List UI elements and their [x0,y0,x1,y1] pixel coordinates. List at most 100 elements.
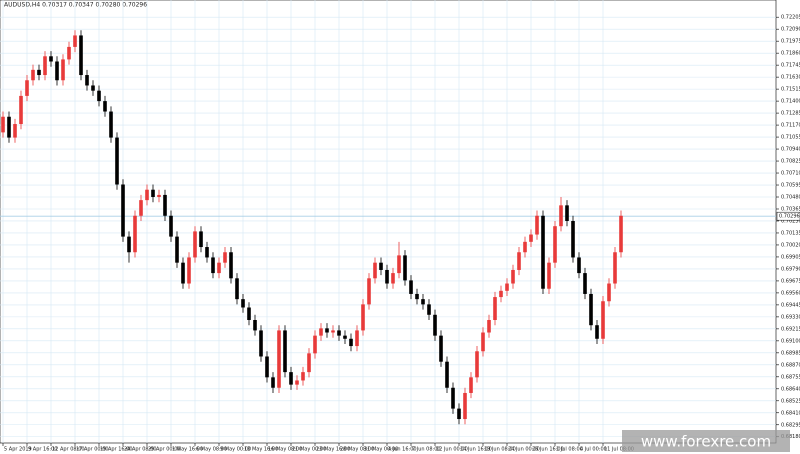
candle-body [145,189,149,201]
candle-body [457,408,461,420]
candle-body [217,262,221,274]
y-tick-label: 0.70480 [781,195,800,201]
y-tick-label: 0.69560 [781,290,800,296]
candle-body [19,95,23,125]
candle-body [421,299,425,305]
candle-body [619,215,623,253]
candle-body [367,278,371,305]
y-tick-label: 0.69330 [781,314,800,320]
candle-body [313,335,317,354]
candle-body [343,335,347,339]
candle-body [37,69,41,76]
candle-body [535,215,539,235]
candle-body [415,293,419,300]
candle-body [91,85,95,91]
candle-body [55,61,59,81]
candle-body [583,273,587,294]
x-tick-label: 13 May 16:00 [244,447,278,453]
candle-body [181,262,185,284]
candle-body [607,283,611,302]
x-tick-label: 26 Jun 16:00 [532,447,564,453]
candle-body [223,252,227,263]
x-tick-label: 4 Jun 16:00 [388,447,417,453]
candle-body [523,241,527,253]
x-tick-label: 16 May 08:00 [268,447,302,453]
candle-body [373,262,377,279]
y-tick-label: 0.69445 [781,302,800,308]
candle-body [289,372,293,385]
x-tick-label: 9 May 00:00 [220,447,251,453]
y-tick-label: 0.71515 [781,87,800,93]
candle-body [427,304,431,315]
candle-body [601,301,605,339]
y-tick-label: 0.70825 [781,159,800,165]
candle-body [151,189,155,198]
candle-body [553,226,557,263]
candle-body [163,194,167,216]
y-tick-label: 0.71745 [781,63,800,69]
candle-body [325,328,329,333]
candle-body [229,252,233,279]
x-tick-label: 4 Jul 00:00 [580,447,607,453]
candle-body [505,283,509,291]
x-tick-label: 14 Jun 16:00 [460,447,492,453]
y-tick-label: 0.69675 [781,278,800,284]
candle-body [463,392,467,420]
x-tick-label: 31 May 00:00 [364,447,398,453]
y-tick-label: 0.70250 [781,218,800,224]
candle-body [79,35,83,76]
candle-body [445,361,449,388]
y-tick-label: 0.68410 [781,410,800,416]
candle-body [67,46,71,60]
watermark: www.forexre.com [641,433,771,451]
candle-body [49,56,53,62]
candle-body [247,307,251,321]
candle-body [235,278,239,300]
candle-body [271,377,275,388]
x-tick-label: 1 May 16:00 [172,447,203,453]
x-tick-label: 24 Apr 08:00 [124,447,157,453]
candle-body [85,75,89,86]
candle-body [199,231,203,248]
candle-body [439,335,443,362]
candle-body [109,111,113,138]
x-tick-label: 28 May 08:00 [340,447,374,453]
candle-body [559,205,563,227]
candle-body [571,220,575,258]
y-tick-label: 0.68755 [781,374,800,380]
x-tick-label: 5 Apr 2019 [4,447,32,453]
y-tick-label: 0.72205 [781,15,800,21]
candle-body [613,252,617,284]
y-tick-label: 0.70365 [781,206,800,212]
candle-body [73,35,77,47]
candle-body [319,328,323,336]
candle-body [475,351,479,378]
candle-body [277,330,281,388]
x-tick-label: 11 Jul 08:00 [604,447,634,453]
y-tick-label: 0.68180 [781,434,800,440]
candle-body [385,269,389,284]
candle-body [337,330,341,336]
candle-body [409,280,413,294]
candle-body [391,273,395,284]
candle-body [133,215,137,253]
candle-body [499,290,503,298]
candle-body [175,236,179,263]
candle-body [25,80,29,96]
x-tick-label: 9 Apr 16:00 [28,447,57,453]
candle-body [493,297,497,321]
x-tick-label: 6 May 08:00 [196,447,227,453]
candle-body [397,255,401,274]
y-tick-label: 0.71055 [781,135,800,141]
candle-body [547,262,551,289]
candle-body [565,205,569,221]
y-tick-label: 0.70940 [781,147,800,153]
candle-body [541,215,545,289]
candle-body [433,314,437,336]
candle-body [295,380,299,385]
current-price-label: 0.70296 [779,214,800,220]
y-tick-label: 0.68640 [781,386,800,392]
candle-body [379,262,383,270]
